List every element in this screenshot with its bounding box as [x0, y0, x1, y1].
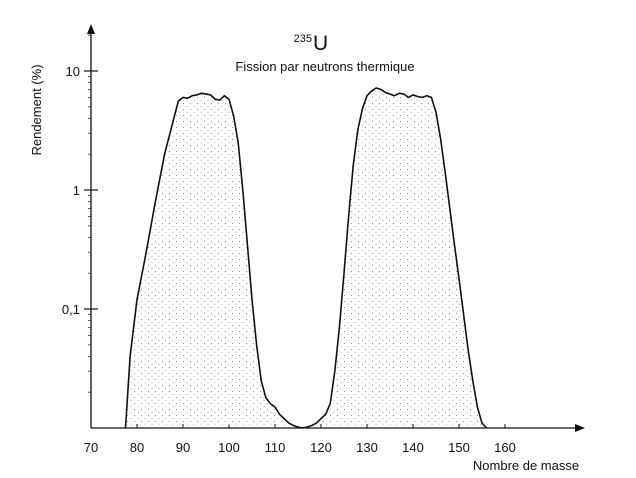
x-tick-label: 90 — [176, 440, 190, 455]
y-axis-label: Rendement (%) — [29, 64, 44, 155]
x-tick-label: 70 — [84, 440, 98, 455]
x-tick-label: 110 — [265, 440, 286, 455]
x-tick-label: 130 — [356, 440, 378, 455]
x-axis-ticks: 70 80 90 100 110 120 130 140 150 160 — [84, 424, 516, 455]
y-axis-arrow-icon — [87, 24, 95, 34]
x-axis-arrow-icon — [575, 424, 585, 432]
y-tick-label: 10 — [66, 64, 80, 79]
x-tick-label: 140 — [402, 440, 424, 455]
isotope-symbol: U — [313, 32, 328, 55]
x-tick-label: 120 — [310, 440, 332, 455]
x-tick-label: 100 — [218, 440, 240, 455]
isotope-mass-number: 235 — [294, 33, 312, 45]
x-tick-label: 80 — [130, 440, 144, 455]
y-axis-ticks: 10 1 0,1 — [62, 34, 98, 393]
x-tick-label: 150 — [448, 440, 470, 455]
series-yield-line — [124, 87, 488, 429]
y-axis — [87, 24, 95, 428]
chart-subtitle: Fission par neutrons thermique — [235, 59, 414, 74]
x-tick-label: 160 — [494, 440, 516, 455]
y-tick-label: 0,1 — [62, 302, 80, 317]
yield-area — [125, 88, 487, 428]
x-axis-label: Nombre de masse — [473, 458, 579, 473]
y-tick-label: 1 — [73, 183, 80, 198]
